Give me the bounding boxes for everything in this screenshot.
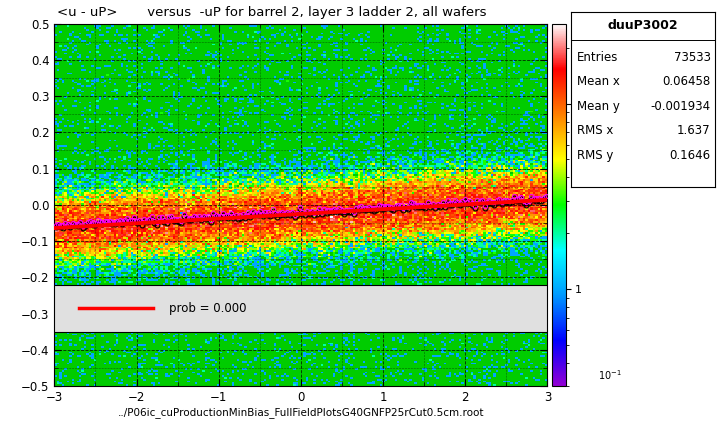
Text: RMS x: RMS x bbox=[577, 124, 613, 137]
Text: 73533: 73533 bbox=[674, 51, 710, 63]
Text: 0.1646: 0.1646 bbox=[669, 148, 710, 162]
Text: duuP3002: duuP3002 bbox=[608, 19, 679, 32]
X-axis label: ../P06ic_cuProductionMinBias_FullFieldPlotsG40GNFP25rCut0.5cm.root: ../P06ic_cuProductionMinBias_FullFieldPl… bbox=[117, 407, 484, 418]
Text: Mean x: Mean x bbox=[577, 75, 620, 88]
Bar bbox=[54, 284, 547, 332]
Text: prob = 0.000: prob = 0.000 bbox=[170, 302, 247, 314]
Text: 0.06458: 0.06458 bbox=[663, 75, 710, 88]
Text: RMS y: RMS y bbox=[577, 148, 613, 162]
Text: <u - uP>       versus  -uP for barrel 2, layer 3 ladder 2, all wafers: <u - uP> versus -uP for barrel 2, layer … bbox=[57, 6, 486, 19]
Text: $10^{-1}$: $10^{-1}$ bbox=[598, 369, 622, 383]
Text: Mean y: Mean y bbox=[577, 100, 620, 112]
Text: 1.637: 1.637 bbox=[677, 124, 710, 137]
Text: Entries: Entries bbox=[577, 51, 618, 63]
Text: -0.001934: -0.001934 bbox=[650, 100, 710, 112]
